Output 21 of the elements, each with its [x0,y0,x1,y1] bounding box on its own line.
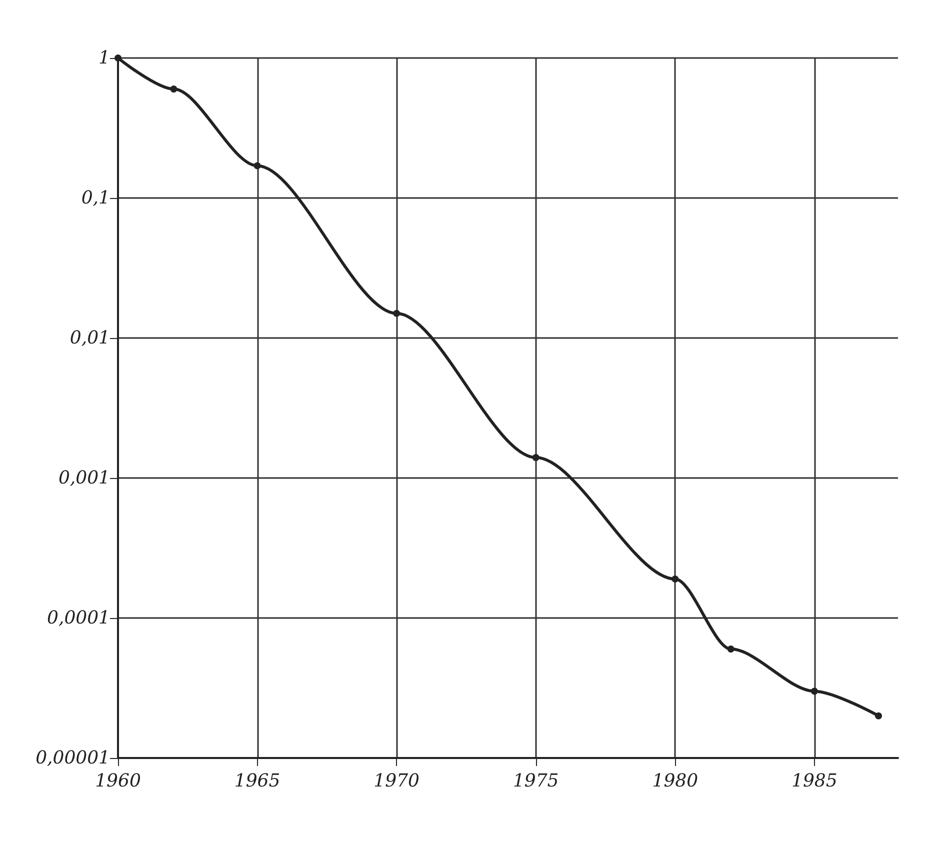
point [170,86,178,93]
point [393,310,400,317]
point [875,712,882,720]
y-tick-label: 0,1 [81,188,110,208]
point [727,646,734,653]
point [114,54,122,62]
y-tick-label: 1 [98,48,110,68]
point [672,575,679,582]
point [254,162,261,170]
x-tick-label: 1965 [234,770,280,792]
point [810,688,818,695]
y-tick-label: 0,00001 [36,748,110,768]
y-tick-label: 0,001 [58,468,110,488]
x-tick-label: 1980 [652,770,698,792]
y-tick-label: 0,0001 [47,608,110,628]
point [532,454,540,462]
x-tick-label: 1975 [512,770,559,792]
x-tick-label: 1985 [792,770,838,792]
x-tick-label: 1970 [374,770,420,792]
y-tick-label: 0,01 [70,328,110,348]
x-tick-label: 1960 [95,770,141,792]
